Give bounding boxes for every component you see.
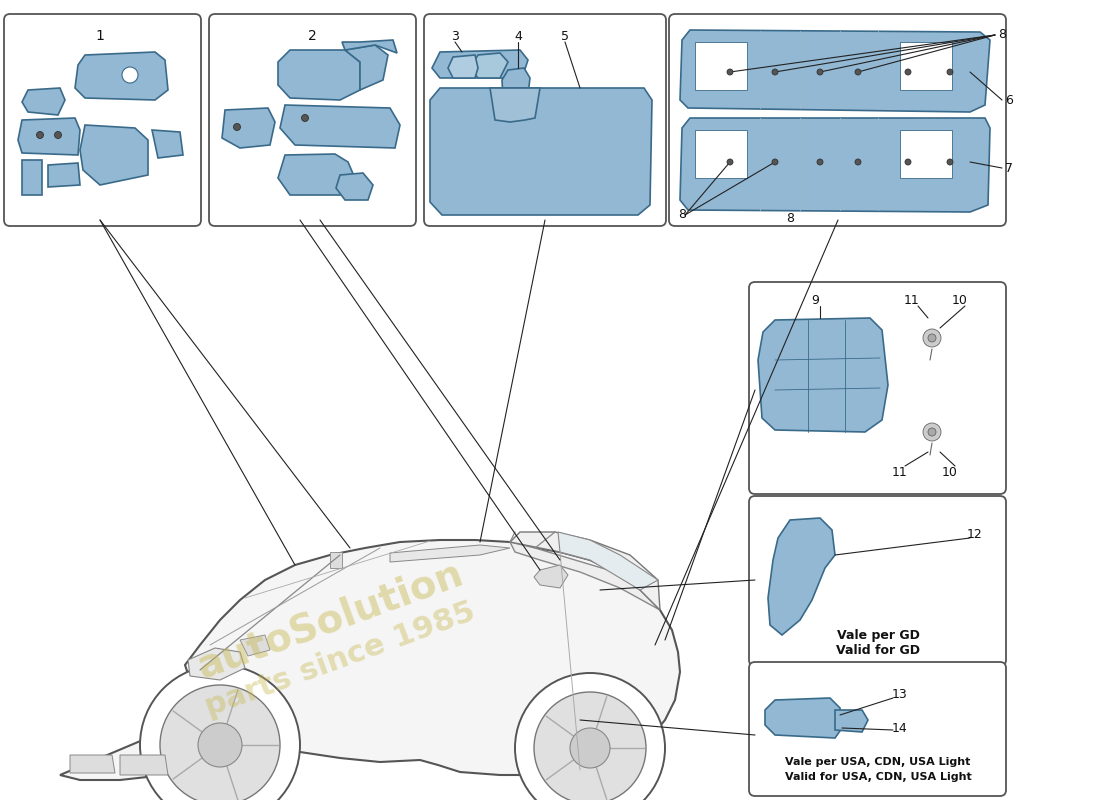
Circle shape [928, 428, 936, 436]
Polygon shape [448, 55, 478, 78]
Circle shape [905, 69, 911, 75]
FancyBboxPatch shape [749, 282, 1006, 494]
FancyBboxPatch shape [749, 662, 1006, 796]
FancyBboxPatch shape [669, 14, 1006, 226]
Polygon shape [758, 318, 888, 432]
Polygon shape [22, 160, 42, 195]
Text: Valid for USA, CDN, USA Light: Valid for USA, CDN, USA Light [784, 772, 971, 782]
Text: 6: 6 [1005, 94, 1013, 106]
Bar [695, 130, 747, 178]
Polygon shape [75, 52, 168, 100]
Bar [695, 42, 747, 90]
Text: 9: 9 [811, 294, 818, 306]
Circle shape [772, 69, 778, 75]
Text: 3: 3 [451, 30, 459, 42]
Text: 10: 10 [942, 466, 958, 478]
Polygon shape [835, 710, 868, 732]
Polygon shape [278, 50, 360, 100]
Text: 7: 7 [1005, 162, 1013, 174]
Text: 5: 5 [561, 30, 569, 42]
Circle shape [36, 131, 44, 138]
Text: 4: 4 [514, 30, 521, 42]
Text: 10: 10 [953, 294, 968, 306]
Circle shape [817, 159, 823, 165]
FancyBboxPatch shape [209, 14, 416, 226]
Polygon shape [278, 154, 360, 195]
Circle shape [140, 665, 300, 800]
Text: parts since 1985: parts since 1985 [201, 598, 480, 722]
Circle shape [515, 673, 666, 800]
Text: Valid for GD: Valid for GD [836, 645, 920, 658]
Text: autoSolution: autoSolution [191, 554, 469, 686]
Circle shape [727, 159, 733, 165]
Circle shape [905, 159, 911, 165]
Bar [900, 42, 952, 90]
Polygon shape [768, 518, 835, 635]
Text: 8: 8 [678, 209, 686, 222]
Polygon shape [680, 118, 990, 212]
Polygon shape [18, 118, 80, 155]
Circle shape [923, 423, 940, 441]
Polygon shape [680, 30, 990, 112]
Circle shape [817, 69, 823, 75]
Polygon shape [502, 68, 530, 122]
Polygon shape [510, 532, 660, 610]
Circle shape [928, 334, 936, 342]
Circle shape [55, 131, 62, 138]
Polygon shape [280, 105, 400, 148]
Polygon shape [188, 648, 245, 680]
Circle shape [727, 69, 733, 75]
Polygon shape [490, 88, 540, 122]
Polygon shape [390, 545, 510, 562]
Text: 8: 8 [998, 29, 1006, 42]
Bar [900, 130, 952, 178]
Circle shape [301, 114, 308, 122]
Polygon shape [470, 53, 508, 78]
Bar [330, 552, 342, 568]
Circle shape [570, 728, 611, 768]
Circle shape [534, 692, 646, 800]
Text: 13: 13 [892, 689, 907, 702]
Circle shape [160, 685, 280, 800]
Text: 12: 12 [967, 529, 983, 542]
Text: Vale per USA, CDN, USA Light: Vale per USA, CDN, USA Light [785, 757, 970, 767]
Polygon shape [336, 173, 373, 200]
Polygon shape [342, 40, 397, 53]
Polygon shape [80, 125, 148, 185]
Polygon shape [152, 130, 183, 158]
FancyBboxPatch shape [424, 14, 666, 226]
Polygon shape [240, 635, 270, 656]
FancyBboxPatch shape [749, 496, 1006, 666]
Polygon shape [558, 532, 658, 590]
Polygon shape [345, 45, 388, 90]
Polygon shape [534, 565, 568, 588]
Circle shape [198, 723, 242, 767]
Circle shape [233, 123, 241, 130]
Polygon shape [432, 50, 528, 78]
Circle shape [122, 67, 138, 83]
Text: 8: 8 [786, 211, 794, 225]
Text: 2: 2 [308, 29, 317, 43]
Polygon shape [22, 88, 65, 115]
Circle shape [947, 159, 953, 165]
Text: 11: 11 [904, 294, 920, 306]
Polygon shape [120, 755, 168, 775]
Polygon shape [70, 755, 116, 773]
Polygon shape [222, 108, 275, 148]
Text: 11: 11 [892, 466, 907, 478]
Polygon shape [430, 88, 652, 215]
Text: Vale per GD: Vale per GD [837, 629, 920, 642]
Polygon shape [48, 163, 80, 187]
Polygon shape [60, 540, 680, 780]
Circle shape [772, 159, 778, 165]
FancyBboxPatch shape [4, 14, 201, 226]
Circle shape [855, 69, 861, 75]
Polygon shape [510, 542, 660, 610]
Polygon shape [764, 698, 842, 738]
Text: 1: 1 [96, 29, 104, 43]
Text: 14: 14 [892, 722, 907, 734]
Circle shape [855, 159, 861, 165]
Circle shape [947, 69, 953, 75]
Circle shape [923, 329, 940, 347]
